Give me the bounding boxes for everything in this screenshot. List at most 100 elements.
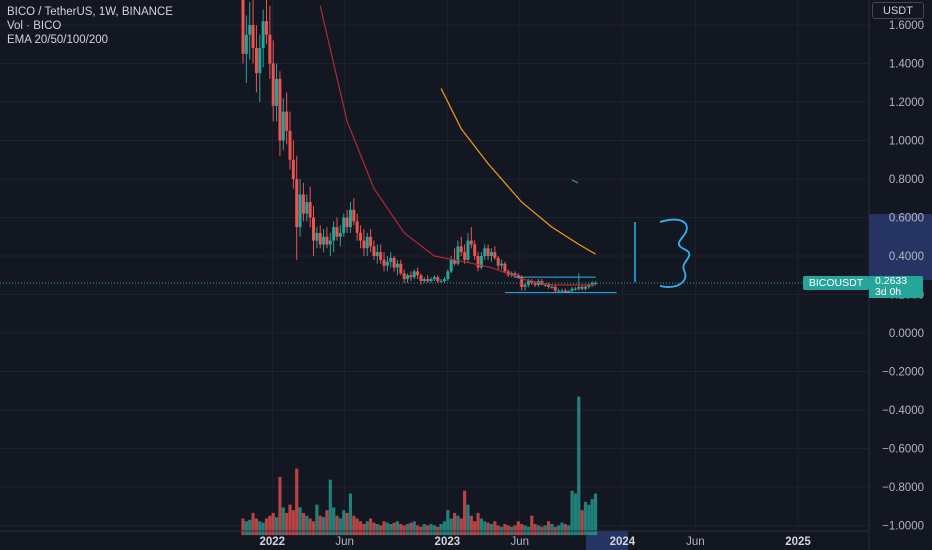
ema-line	[319, 5, 596, 286]
volume-bar	[506, 525, 510, 536]
volume-bar	[483, 521, 487, 536]
candle-body	[402, 273, 406, 280]
candle-body	[322, 236, 326, 245]
price-tick-label: −0.2000	[882, 367, 924, 379]
time-tick-label: Jun	[686, 536, 705, 548]
candle-body	[577, 286, 581, 289]
candle-body	[560, 290, 564, 292]
candle-body	[530, 281, 534, 283]
volume-bar	[382, 521, 386, 536]
currency-button[interactable]: USDT	[872, 2, 924, 19]
time-axis[interactable]: 2022 Jun 2023 Jun 2024 Jun 2025	[259, 536, 811, 548]
volume-bar	[563, 524, 567, 536]
candle-body	[476, 256, 480, 268]
candle-body	[389, 257, 393, 262]
volume-bar	[244, 521, 248, 536]
candle-body	[463, 252, 467, 260]
candle-body	[268, 34, 272, 64]
volume-bar	[479, 518, 484, 536]
volume-bar	[365, 521, 369, 536]
candle-body	[301, 194, 305, 214]
candles	[241, 0, 598, 293]
candle-body	[375, 252, 379, 256]
volume-bar	[338, 518, 342, 536]
candle-body	[580, 286, 584, 289]
volume-bar	[486, 522, 490, 536]
volume-bar	[459, 518, 463, 536]
candle-body	[453, 259, 457, 264]
candle-body	[486, 248, 490, 256]
ema-indicator-label[interactable]: EMA 20/50/100/200	[7, 34, 109, 46]
candle-body	[583, 286, 587, 289]
volume-bar	[587, 504, 591, 536]
volume-bar	[442, 521, 447, 536]
candle-body	[496, 257, 500, 266]
volume-bar	[412, 521, 416, 536]
candle-body	[547, 284, 551, 287]
last-price-tag: 0.2633 3d 0h	[869, 276, 923, 298]
price-tick-label: −0.8000	[882, 482, 924, 494]
candle-body	[473, 244, 477, 256]
time-axis-highlight	[586, 531, 628, 550]
volume-bar	[399, 524, 403, 536]
volume-bar	[241, 518, 245, 536]
volume-bar	[332, 507, 336, 536]
volume-bar	[288, 504, 292, 536]
candle-body	[285, 111, 289, 131]
volume-bar	[496, 525, 500, 536]
candle-body	[271, 63, 275, 106]
last-price-value: 0.2633	[875, 275, 908, 287]
user-drawings[interactable]	[504, 179, 691, 294]
volume-bar	[379, 525, 383, 536]
candle-body	[503, 263, 507, 272]
volume-bar	[577, 396, 581, 536]
ema-lines	[319, 5, 596, 286]
volume-bar	[550, 524, 554, 536]
volume-bar	[466, 504, 470, 536]
symbol-title[interactable]: BICO / TetherUS, 1W, BINANCE	[7, 6, 173, 18]
volume-bar	[573, 493, 578, 536]
price-tick-label: 0.0000	[889, 328, 924, 340]
candle-body	[510, 273, 514, 276]
volume-bar	[295, 468, 299, 536]
candle-body	[382, 259, 386, 266]
volume-bar	[446, 510, 450, 536]
candle-body	[536, 281, 540, 285]
volume-bar	[372, 522, 376, 536]
candle-body	[244, 34, 248, 54]
volume-bar	[268, 515, 272, 536]
candle-body	[489, 252, 493, 256]
candle-body	[590, 282, 594, 285]
volume-indicator-label[interactable]: Vol · BICO	[7, 20, 62, 32]
price-tick-label: 0.6000	[889, 213, 924, 225]
chart-legend: BICO / TetherUS, 1W, BINANCE Vol · BICO …	[7, 5, 173, 47]
candle-body	[379, 252, 383, 260]
candle-body	[533, 282, 537, 285]
volume-bar	[321, 517, 326, 536]
candle-body	[416, 271, 420, 276]
volume-bar	[452, 512, 457, 536]
candle-body	[395, 263, 399, 268]
volume-bar	[493, 521, 497, 536]
ema-line	[440, 88, 596, 255]
volume-bar	[520, 524, 524, 536]
candle-body	[500, 263, 504, 266]
volume-bar	[513, 525, 517, 536]
price-tick-label: −0.6000	[882, 444, 924, 456]
volume-bar	[251, 512, 255, 536]
candle-body	[422, 279, 426, 282]
volume-bar	[325, 510, 329, 536]
volume-bar	[328, 479, 332, 536]
volume-bar	[389, 524, 393, 536]
candle-body	[261, 21, 265, 49]
candle-body	[288, 130, 292, 160]
candle-body	[348, 209, 352, 228]
candle-body	[335, 227, 339, 237]
candle-body	[567, 290, 571, 293]
candle-body	[587, 284, 591, 287]
candle-body	[449, 259, 453, 272]
volume-bar	[342, 510, 346, 536]
volume-bar	[409, 522, 413, 536]
candle-body	[281, 111, 285, 141]
